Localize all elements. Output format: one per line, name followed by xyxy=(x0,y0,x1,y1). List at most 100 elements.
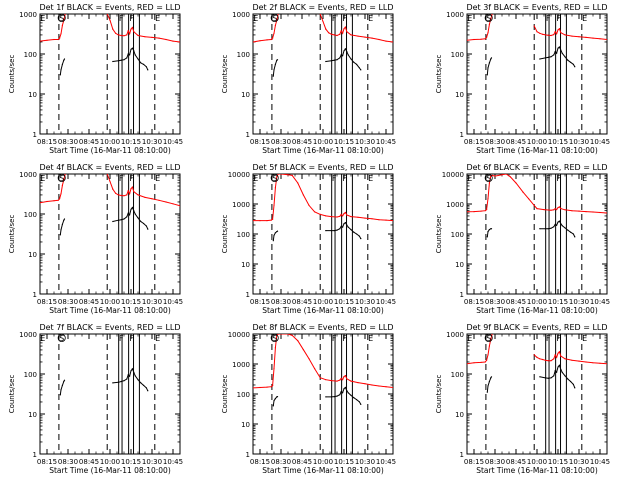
y-tick-label: 100 xyxy=(451,371,464,379)
x-tick-label: 10:15 xyxy=(548,298,568,306)
data-point-lld xyxy=(494,175,496,177)
data-point-events xyxy=(570,380,572,383)
data-point-events xyxy=(63,379,66,381)
data-point-events xyxy=(342,55,344,57)
data-point-events xyxy=(147,69,149,71)
data-point-lld xyxy=(127,190,129,192)
data-point-events xyxy=(358,67,360,69)
data-point-events xyxy=(147,228,149,230)
data-point-events xyxy=(574,387,576,389)
marker-letter: F xyxy=(342,14,347,23)
data-point-lld xyxy=(364,383,366,385)
plot-data-area xyxy=(58,334,156,454)
data-point-lld xyxy=(343,213,345,215)
data-point-lld xyxy=(480,210,482,212)
x-tick-label: 10:15 xyxy=(334,298,354,306)
y-tick-label: 10 xyxy=(241,261,250,269)
data-point-lld xyxy=(274,24,276,26)
data-point-lld xyxy=(59,198,61,200)
data-point-lld xyxy=(378,219,380,221)
x-tick-label: 08:30 xyxy=(58,298,78,306)
data-point-lld xyxy=(133,31,135,33)
data-point-lld xyxy=(297,182,299,184)
data-point-lld xyxy=(57,199,59,201)
data-point-events xyxy=(544,228,547,230)
data-point-lld xyxy=(542,33,544,35)
data-point-events xyxy=(143,384,145,386)
marker-letter: E xyxy=(582,14,587,23)
data-point-events xyxy=(488,62,490,64)
data-point-lld xyxy=(106,174,108,175)
data-point-events xyxy=(63,380,65,383)
y-tick-label: 10 xyxy=(28,251,37,259)
marker-letter: S xyxy=(272,174,277,183)
data-point-lld xyxy=(385,40,387,42)
y-tick-label: 10 xyxy=(241,91,250,99)
data-point-events xyxy=(567,59,569,61)
series-line-events xyxy=(325,47,362,71)
detector-panel: Det 6f BLACK = Events, RED = LLD 1 10 100 10… xyxy=(435,163,610,315)
data-point-events xyxy=(137,217,139,219)
data-point-events xyxy=(544,377,547,379)
data-point-events xyxy=(145,225,147,227)
data-point-events xyxy=(333,396,335,398)
x-tick-label: 08:30 xyxy=(271,458,291,466)
data-point-events xyxy=(486,391,488,393)
data-point-events xyxy=(342,226,344,228)
y-axis-label: Counts/sec xyxy=(8,375,16,414)
data-point-events xyxy=(488,380,490,383)
data-point-lld xyxy=(64,174,66,175)
x-tick-label: 10:45 xyxy=(376,138,396,146)
data-point-events xyxy=(330,60,332,62)
data-point-lld xyxy=(274,347,276,349)
data-point-events xyxy=(63,218,66,220)
y-tick-label: 100 xyxy=(24,51,37,59)
data-point-lld xyxy=(571,359,573,361)
data-point-events xyxy=(556,52,558,54)
x-axis-label: Start Time (16-Mar-11 08:10:00) xyxy=(262,146,384,155)
data-point-events xyxy=(61,63,64,65)
marker-letter: F xyxy=(546,14,551,23)
y-tick-label: 1000 xyxy=(232,361,250,369)
y-tick-label: 10 xyxy=(28,91,37,99)
data-point-lld xyxy=(371,37,373,39)
panel-title: Det 5f BLACK = Events, RED = LLD xyxy=(252,163,393,172)
plot-data-area xyxy=(253,14,393,134)
data-point-lld xyxy=(487,198,489,200)
plot-data-area xyxy=(253,334,393,454)
data-point-events xyxy=(567,378,569,380)
marker-letter: E xyxy=(155,174,160,183)
x-tick-label: 10:15 xyxy=(334,138,354,146)
data-point-events xyxy=(554,51,556,53)
data-point-events xyxy=(486,74,488,76)
data-point-lld xyxy=(578,360,580,362)
x-tick-label: 10:00 xyxy=(527,298,547,306)
data-point-events xyxy=(490,377,492,379)
data-point-events xyxy=(347,226,349,228)
x-tick-label: 08:45 xyxy=(506,138,526,146)
data-point-events xyxy=(490,228,493,230)
detector-panel: Det 3f BLACK = Events, RED = LLD 1 10 100 10… xyxy=(435,3,610,155)
data-point-lld xyxy=(333,34,335,36)
y-tick-label: 1000 xyxy=(446,201,464,209)
data-point-events xyxy=(488,229,490,231)
detector-panel: Det 9f BLACK = Events, RED = LLD 1 10 100 10… xyxy=(435,323,610,475)
data-point-lld xyxy=(560,32,562,34)
data-point-lld xyxy=(346,31,348,33)
data-point-lld xyxy=(179,41,180,43)
marker-letter-ring xyxy=(484,173,493,182)
data-point-lld xyxy=(528,198,530,200)
x-tick-label: 08:15 xyxy=(464,298,484,306)
plot-frame xyxy=(252,173,394,295)
y-tick-label: 100 xyxy=(451,51,464,59)
data-point-events xyxy=(272,405,274,407)
data-point-lld xyxy=(350,34,352,36)
data-point-events xyxy=(130,208,132,210)
data-point-lld xyxy=(322,20,324,23)
data-point-lld xyxy=(357,216,359,218)
data-point-lld xyxy=(272,37,274,39)
data-point-events xyxy=(572,383,575,385)
data-point-lld xyxy=(266,386,268,388)
data-point-lld xyxy=(480,38,482,40)
data-point-events xyxy=(487,231,489,233)
